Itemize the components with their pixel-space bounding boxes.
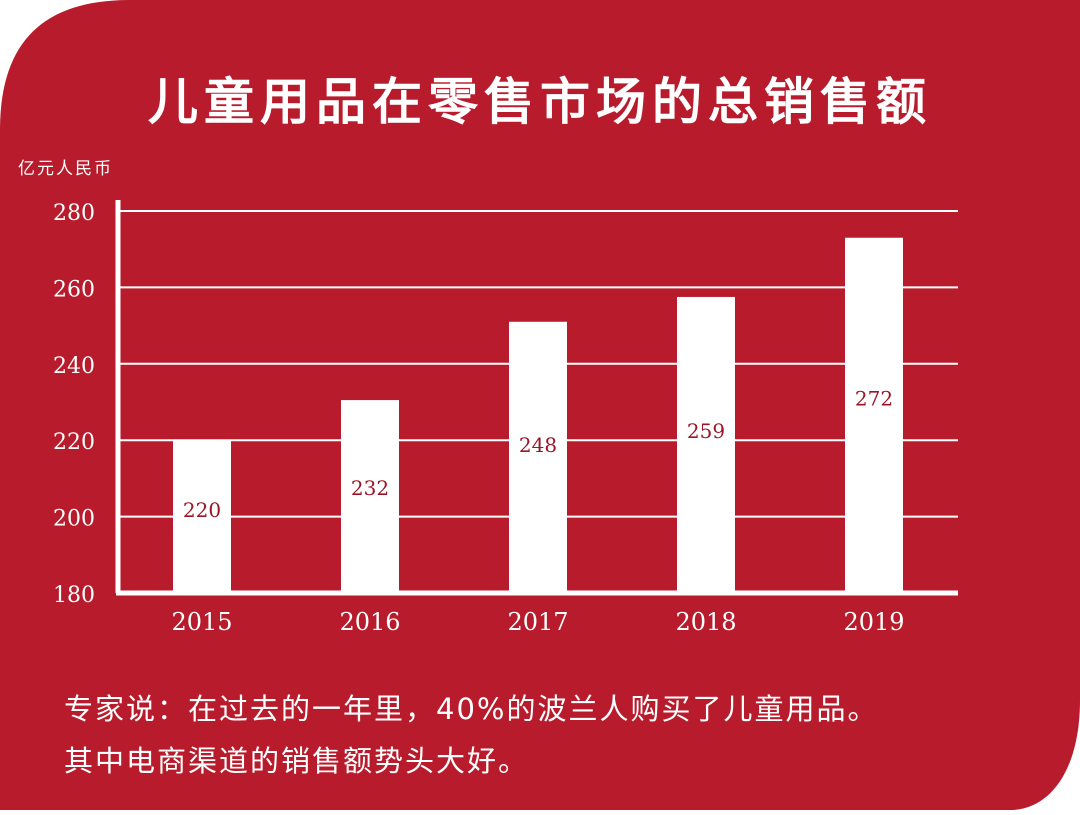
footer-line-1: 专家说：在过去的一年里，40%的波兰人购买了儿童用品。 bbox=[64, 692, 879, 726]
y-tick-label-220: 220 bbox=[53, 430, 95, 455]
x-tick-label-2016: 2016 bbox=[339, 608, 400, 636]
y-axis-label: 亿元人民币 bbox=[18, 159, 113, 179]
data-label-2015: 220 bbox=[183, 498, 221, 522]
bar-2017 bbox=[509, 321, 567, 593]
bar-2015 bbox=[173, 440, 231, 593]
x-tick-label-2018: 2018 bbox=[675, 608, 736, 636]
x-tick-label-2017: 2017 bbox=[507, 608, 568, 636]
y-tick-label-180: 180 bbox=[53, 583, 95, 608]
y-tick-label-260: 260 bbox=[53, 277, 95, 302]
y-tick-label-240: 240 bbox=[53, 354, 95, 379]
y-tick-label-280: 280 bbox=[53, 201, 95, 226]
footer-line-2: 其中电商渠道的销售额势头大好。 bbox=[64, 744, 530, 778]
data-label-2018: 259 bbox=[687, 419, 725, 443]
bar-2016 bbox=[341, 400, 399, 593]
x-tick-label-2019: 2019 bbox=[843, 608, 904, 636]
data-label-2019: 272 bbox=[855, 387, 893, 411]
bar-2018 bbox=[677, 296, 735, 593]
chart-title: 儿童用品在零售市场的总销售额 bbox=[148, 72, 932, 131]
y-tick-label-200: 200 bbox=[53, 507, 95, 532]
data-label-2016: 232 bbox=[351, 476, 389, 500]
x-tick-label-2015: 2015 bbox=[171, 608, 232, 636]
data-label-2017: 248 bbox=[519, 433, 557, 457]
bar-2019 bbox=[845, 237, 903, 594]
